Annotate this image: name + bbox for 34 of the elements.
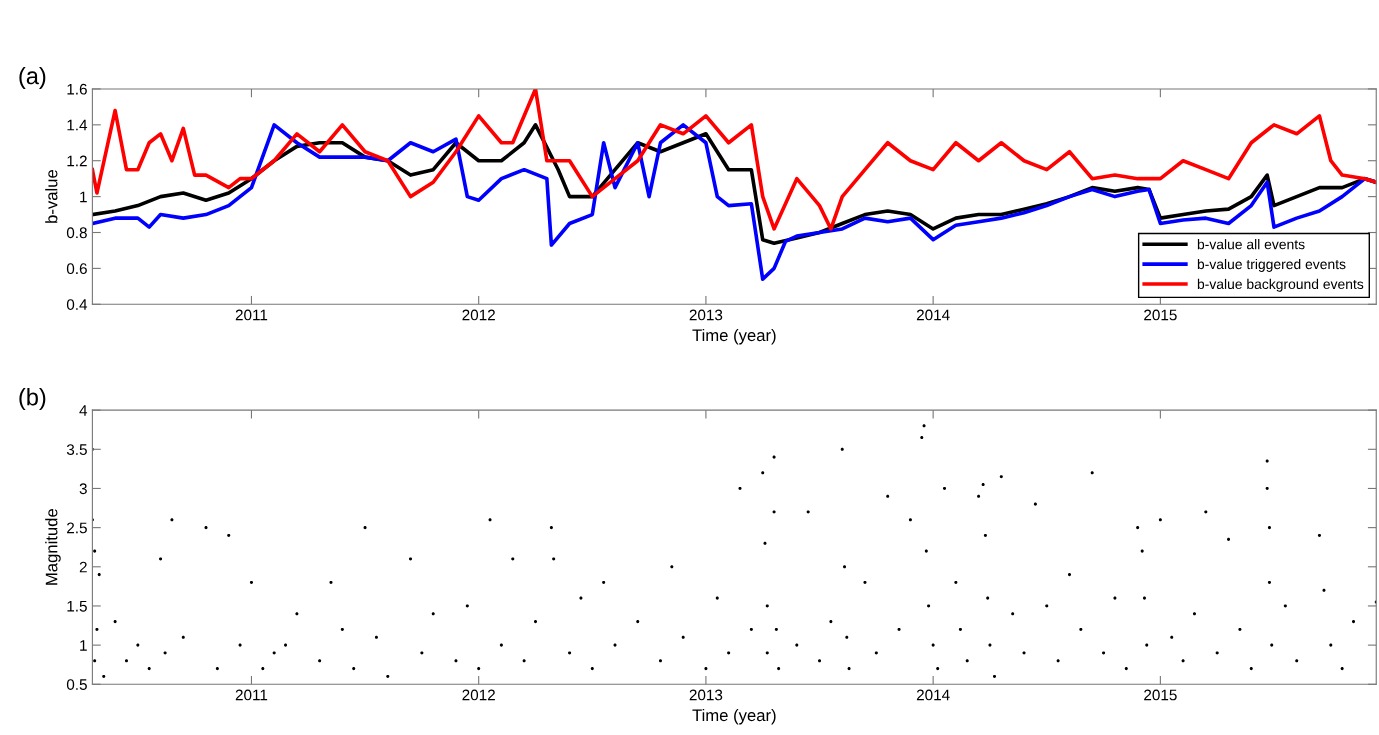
y-tick-label: 1 — [80, 640, 87, 651]
x-axis-title: Time (year) — [692, 328, 776, 345]
y-tick-label: 0.8 — [66, 227, 87, 239]
x-tick-label: 2015 — [1144, 689, 1177, 701]
y-tick-label: 4 — [79, 405, 88, 416]
y-tick-label: 0.5 — [66, 679, 87, 690]
y-tick-label: 0.4 — [66, 299, 88, 310]
y-tick-label: 0.6 — [66, 263, 87, 275]
x-tick-label: 2015 — [1144, 309, 1177, 321]
y-tick-label: 3 — [79, 483, 87, 495]
text: (b) — [19, 388, 46, 411]
legend-label: b-value triggered events — [1197, 258, 1346, 272]
text: (a) — [19, 66, 46, 89]
y-tick-label: 2.5 — [67, 522, 87, 534]
x-tick-label: 2012 — [462, 689, 495, 701]
x-tick-label: 2011 — [235, 689, 268, 701]
y-axis-title: Magnitude — [45, 509, 61, 585]
y-tick-label: 1.6 — [67, 83, 87, 95]
y-tick-label: 1.2 — [67, 155, 87, 167]
x-tick-label: 2014 — [916, 309, 950, 321]
x-axis-title: Time (year) — [692, 708, 776, 725]
y-tick-label: 1.4 — [67, 119, 88, 131]
y-tick-label: 1 — [80, 191, 87, 203]
y-tick-label: 2 — [79, 561, 87, 573]
x-tick-label: 2013 — [689, 309, 723, 321]
y-tick-label: 3.5 — [66, 444, 87, 455]
y-axis-title: b-value — [45, 170, 58, 223]
x-tick-label: 2013 — [689, 689, 723, 701]
y-tick-label: 1.5 — [67, 600, 87, 612]
legend-label: b-value background events — [1197, 278, 1364, 292]
x-tick-label: 2011 — [235, 309, 268, 321]
x-tick-label: 2012 — [462, 309, 495, 321]
x-tick-label: 2014 — [916, 689, 950, 701]
legend-label: b-value all events — [1197, 239, 1305, 250]
